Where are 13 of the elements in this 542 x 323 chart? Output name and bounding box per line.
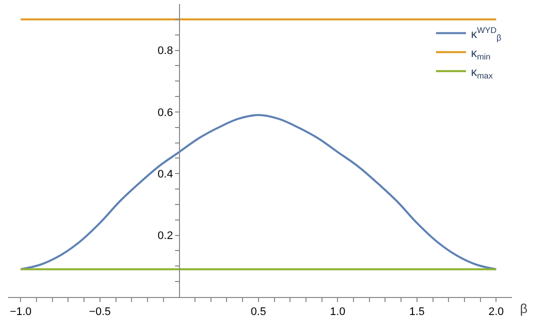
y-tick-label: 0.6 [158, 106, 173, 119]
x-tick-label: 0.5 [250, 306, 266, 318]
x-tick-label: −0.5 [89, 306, 111, 318]
x-tick-label: 1.0 [330, 306, 346, 318]
x-tick-label: 2.0 [488, 306, 504, 318]
legend-label: κ$_{max}$ [470, 64, 494, 80]
y-tick-label: 0.4 [158, 168, 173, 180]
legend-label: κ$_{min}$ [470, 46, 491, 62]
x-axis-title: β [520, 301, 528, 316]
x-tick-label: −1.0 [10, 306, 32, 318]
y-tick-label: 0.2 [158, 230, 173, 242]
x-tick-label: 1.5 [409, 306, 425, 318]
y-tick-label: 0.8 [158, 45, 173, 58]
